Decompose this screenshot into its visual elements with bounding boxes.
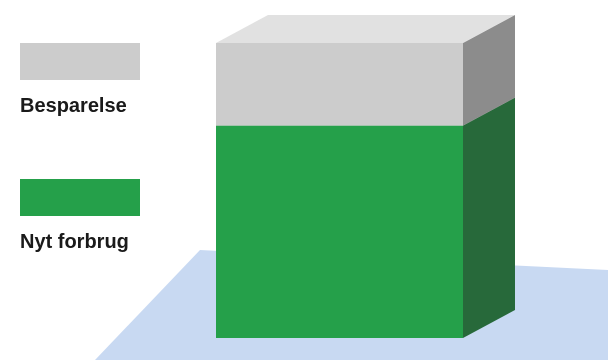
legend: Besparelse Nyt forbrug <box>0 0 190 360</box>
legend-label-besparelse: Besparelse <box>20 95 127 117</box>
bar-segment-nyt-forbrug <box>216 125 463 338</box>
bar-side-nyt-forbrug <box>463 97 515 338</box>
legend-label-nyt-forbrug: Nyt forbrug <box>20 231 129 253</box>
bar-side-besparelse <box>463 15 515 126</box>
bar-segment-besparelse <box>216 43 463 126</box>
bar-top <box>216 15 515 43</box>
bar-stack <box>216 15 515 338</box>
legend-swatch-besparelse <box>20 43 140 80</box>
legend-swatch-nyt-forbrug <box>20 179 140 216</box>
